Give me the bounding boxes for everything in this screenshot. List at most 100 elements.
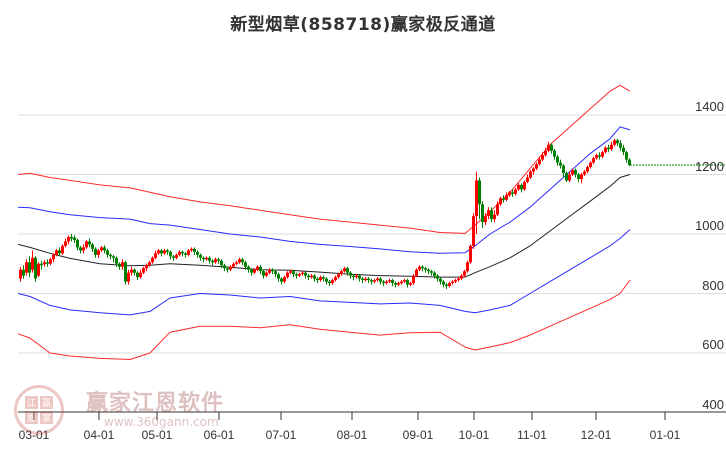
candle bbox=[148, 262, 151, 266]
watermark-name: 赢家江恩软件 bbox=[86, 391, 225, 416]
candle bbox=[346, 268, 349, 273]
candle bbox=[70, 236, 73, 239]
candle bbox=[385, 281, 388, 284]
candle bbox=[514, 189, 517, 194]
candle bbox=[28, 262, 31, 273]
candle bbox=[190, 248, 193, 251]
candle bbox=[454, 280, 457, 282]
x-tick-label: 08-01 bbox=[336, 428, 368, 442]
candle bbox=[253, 269, 256, 273]
candle bbox=[556, 156, 559, 163]
candle bbox=[235, 262, 238, 264]
candle bbox=[184, 253, 187, 255]
candle bbox=[37, 263, 40, 276]
candle bbox=[457, 278, 460, 281]
candle bbox=[85, 241, 88, 248]
candle bbox=[271, 269, 274, 272]
candle bbox=[595, 155, 598, 159]
candle bbox=[574, 170, 577, 175]
candle bbox=[496, 204, 499, 215]
candle bbox=[58, 250, 61, 254]
candle bbox=[616, 140, 619, 144]
candle bbox=[526, 177, 529, 182]
candle bbox=[169, 251, 172, 257]
candle bbox=[388, 280, 391, 282]
candle bbox=[610, 144, 613, 150]
candle bbox=[541, 155, 544, 160]
candle bbox=[622, 147, 625, 153]
candle bbox=[442, 281, 445, 285]
y-tick-label: 1400 bbox=[695, 99, 724, 114]
candle bbox=[292, 271, 295, 275]
candle bbox=[358, 275, 361, 279]
candle bbox=[469, 245, 472, 263]
candle bbox=[262, 271, 265, 276]
candle bbox=[187, 250, 190, 255]
x-tick-label: 11-01 bbox=[517, 428, 547, 442]
candle bbox=[523, 181, 526, 190]
candle bbox=[259, 266, 262, 272]
candle bbox=[355, 275, 358, 278]
candle bbox=[226, 268, 229, 270]
candle bbox=[394, 283, 397, 285]
x-tick-label: 01-01 bbox=[649, 428, 681, 442]
candle bbox=[100, 247, 103, 251]
candle bbox=[316, 278, 319, 281]
candle bbox=[268, 269, 271, 273]
candle bbox=[331, 280, 334, 284]
candle bbox=[445, 284, 448, 287]
candle bbox=[136, 272, 139, 278]
candle bbox=[547, 144, 550, 151]
candle bbox=[502, 198, 505, 200]
candle bbox=[250, 269, 253, 273]
candle bbox=[133, 269, 136, 273]
candle bbox=[49, 259, 52, 264]
candle bbox=[130, 269, 133, 273]
candle bbox=[475, 180, 478, 217]
candle bbox=[223, 265, 226, 269]
candle bbox=[118, 263, 121, 267]
candle bbox=[568, 174, 571, 181]
candle bbox=[256, 266, 259, 270]
candle bbox=[220, 260, 223, 266]
candle bbox=[151, 257, 154, 263]
candle bbox=[400, 281, 403, 284]
candle bbox=[205, 257, 208, 260]
candle bbox=[421, 266, 424, 269]
candle bbox=[202, 257, 205, 260]
candle bbox=[559, 162, 562, 166]
candle bbox=[592, 158, 595, 163]
candle bbox=[628, 159, 631, 165]
candle bbox=[589, 162, 592, 168]
candle bbox=[352, 275, 355, 278]
candle bbox=[157, 250, 160, 254]
candle bbox=[349, 272, 352, 276]
candle bbox=[565, 173, 568, 181]
x-tick-label: 10-01 bbox=[458, 428, 490, 442]
candle bbox=[508, 192, 511, 196]
candle bbox=[604, 147, 607, 153]
x-tick-label: 06-01 bbox=[203, 428, 235, 442]
candle bbox=[493, 214, 496, 220]
candle bbox=[412, 275, 415, 284]
candle bbox=[214, 259, 217, 263]
candle bbox=[298, 274, 301, 276]
candle bbox=[304, 272, 307, 276]
candle bbox=[403, 280, 406, 282]
candle bbox=[511, 192, 514, 194]
candle bbox=[319, 277, 322, 281]
candle bbox=[94, 248, 97, 255]
candle bbox=[571, 170, 574, 175]
candle bbox=[142, 268, 145, 273]
line-middle bbox=[17, 174, 631, 278]
candle bbox=[448, 283, 451, 287]
candle bbox=[115, 257, 118, 264]
candle bbox=[343, 268, 346, 272]
candle bbox=[364, 278, 367, 281]
candle bbox=[52, 254, 55, 260]
candle bbox=[217, 259, 220, 261]
candle bbox=[193, 248, 196, 252]
y-tick-label: 800 bbox=[702, 277, 724, 293]
candle bbox=[97, 250, 100, 255]
x-tick-label: 09-01 bbox=[402, 428, 434, 442]
